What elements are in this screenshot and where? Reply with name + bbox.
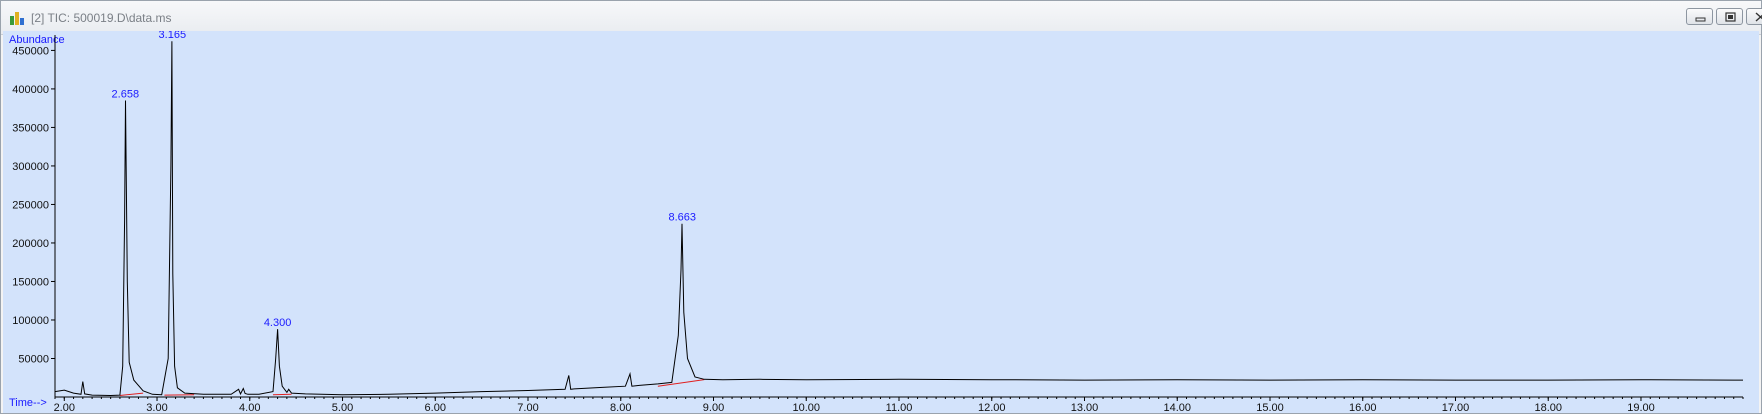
x-tick-label: 16.00 bbox=[1349, 402, 1377, 413]
peak-label: 8.663 bbox=[668, 212, 696, 224]
close-icon bbox=[1755, 12, 1762, 22]
peak-label: 3.165 bbox=[159, 31, 187, 41]
chromatogram-app-icon bbox=[10, 12, 24, 25]
minimize-button[interactable] bbox=[1686, 8, 1713, 25]
x-tick-label: 19.00 bbox=[1627, 402, 1655, 413]
peak-label: 4.300 bbox=[264, 317, 292, 329]
x-tick-label: 2.00 bbox=[54, 402, 75, 413]
x-tick-label: 7.00 bbox=[517, 402, 538, 413]
tic-trace-line bbox=[54, 41, 1743, 397]
y-tick-label: 50000 bbox=[18, 353, 49, 365]
x-tick-label: 5.00 bbox=[332, 402, 353, 413]
y-axis-title: Abundance bbox=[9, 34, 65, 46]
y-tick-label: 100000 bbox=[12, 315, 49, 327]
y-tick-label: 350000 bbox=[12, 122, 49, 134]
plot-background bbox=[3, 31, 1759, 413]
integration-baselines bbox=[119, 379, 705, 396]
peak-labels: 2.658 3.165 4.300 8.663 bbox=[112, 31, 696, 329]
y-tick-label: 150000 bbox=[12, 276, 49, 288]
restore-button[interactable] bbox=[1716, 8, 1743, 25]
chromatogram-plot-area: Abundance Time--> 50000 100000 150000 20000… bbox=[3, 31, 1759, 413]
x-tick-label: 15.00 bbox=[1256, 402, 1284, 413]
integration-baseline bbox=[119, 392, 144, 396]
x-tick-label: 18.00 bbox=[1534, 402, 1562, 413]
y-tick-label: 200000 bbox=[12, 238, 49, 250]
y-tick-label: 300000 bbox=[12, 161, 49, 173]
x-tick-label: 10.00 bbox=[792, 402, 820, 413]
x-axis-title: Time--> bbox=[9, 397, 47, 409]
x-tick-label: 4.00 bbox=[239, 402, 260, 413]
peak-label: 2.658 bbox=[112, 88, 140, 100]
title-bar[interactable]: [2] TIC: 500019.D\data.ms bbox=[1, 1, 1762, 35]
x-tick-label: 3.00 bbox=[146, 402, 167, 413]
x-tick-label: 6.00 bbox=[425, 402, 446, 413]
minimize-icon bbox=[1695, 17, 1706, 22]
restore-icon bbox=[1725, 12, 1736, 22]
close-button[interactable] bbox=[1746, 8, 1762, 25]
y-tick-label: 250000 bbox=[12, 199, 49, 211]
x-tick-label: 17.00 bbox=[1442, 402, 1470, 413]
x-tick-label: 11.00 bbox=[886, 402, 913, 413]
x-tick-label: 14.00 bbox=[1163, 402, 1191, 413]
y-tick-label: 400000 bbox=[12, 84, 49, 96]
x-tick-label: 9.00 bbox=[703, 402, 724, 413]
x-tick-label: 12.00 bbox=[978, 402, 1006, 413]
y-tick-label: 450000 bbox=[12, 45, 49, 57]
chromatogram-chart: Abundance Time--> 50000 100000 150000 20000… bbox=[3, 31, 1759, 413]
x-tick-label: 13.00 bbox=[1071, 402, 1099, 413]
window-title: [2] TIC: 500019.D\data.ms bbox=[31, 11, 172, 25]
axes: 50000 100000 150000 200000 250000 300000 35000… bbox=[12, 35, 1744, 413]
x-tick-label: 8.00 bbox=[610, 402, 631, 413]
integration-baseline bbox=[657, 379, 705, 387]
